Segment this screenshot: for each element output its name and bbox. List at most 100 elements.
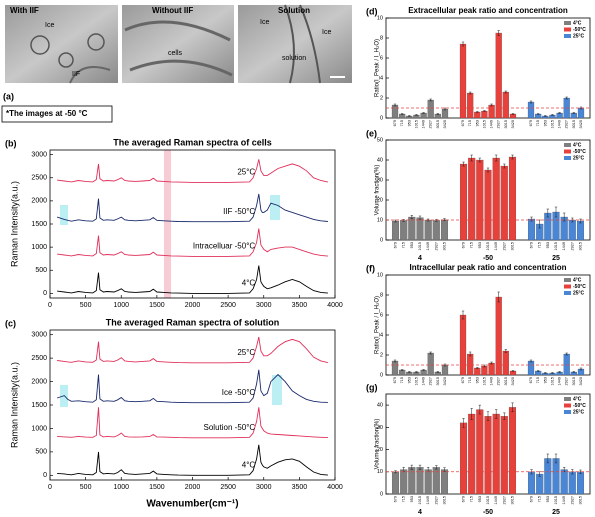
category-label: 953 [546, 242, 550, 248]
group-label: 25 [552, 509, 560, 516]
legend-label: 25°C [573, 155, 585, 161]
category-label: 3015 [572, 377, 576, 385]
bar [488, 104, 495, 119]
y-tick-label: 40 [377, 403, 383, 409]
category-label: 3015 [436, 377, 440, 385]
scale-bar [330, 76, 345, 78]
error-bar [470, 408, 473, 420]
legend-swatch [564, 403, 571, 408]
category-label: 1449 [490, 120, 494, 128]
y-tick-label: 6 [380, 55, 383, 61]
y-tick-label: 2500 [31, 355, 47, 362]
x-tick-label: 2000 [185, 302, 201, 309]
error-bar [415, 371, 418, 373]
error-bar [562, 212, 566, 222]
legend-label: -50°C [573, 149, 586, 155]
error-bar [511, 402, 514, 413]
legend-swatch [564, 156, 571, 160]
error-bar [546, 453, 550, 464]
category-label: 953 [410, 496, 414, 502]
y-tick-label: 50 [377, 137, 383, 143]
y-tick-label: 0 [380, 237, 383, 243]
y-tick-label: 30 [377, 177, 383, 183]
category-label: 3015 [578, 496, 582, 504]
error-bar [436, 371, 440, 373]
highlight-band [270, 195, 280, 220]
spectrum-line [56, 369, 328, 404]
category-label: 2927 [429, 120, 433, 128]
error-bar [418, 215, 422, 220]
category-label: 1449 [422, 120, 426, 128]
bar [391, 471, 400, 495]
legend-label: 4°C [573, 396, 582, 402]
series-label: 25°C [237, 348, 255, 357]
plot-frame [385, 17, 591, 119]
legend-swatch [564, 410, 571, 414]
image-title: With IIF [10, 6, 39, 15]
category-label: 2927 [497, 377, 501, 385]
group-label: -50 [483, 255, 493, 262]
error-bar [504, 90, 508, 94]
bar [568, 219, 576, 241]
highlight-band [272, 375, 282, 405]
legend-label: -50°C [573, 27, 586, 33]
error-bar [410, 215, 414, 219]
category-label: 2927 [429, 377, 433, 385]
legend-swatch [564, 291, 571, 295]
bar [400, 469, 408, 495]
category-label: 3420 [443, 120, 447, 128]
category-label: 3420 [579, 377, 583, 385]
error-bar [468, 91, 472, 95]
category-label: 715 [402, 496, 406, 502]
bar [391, 360, 399, 376]
bar [427, 352, 434, 376]
error-bar [422, 369, 425, 371]
legend-swatch [564, 34, 571, 38]
y-tick-label: 2 [380, 95, 383, 101]
image-solution [238, 5, 352, 83]
y-tick-label: 20 [377, 197, 383, 203]
y-tick-label: 8 [380, 292, 383, 298]
error-bar [478, 404, 482, 415]
bar [432, 220, 440, 241]
bar [502, 91, 509, 119]
error-bar [443, 467, 446, 472]
error-bar [579, 367, 583, 371]
error-bar [462, 161, 465, 167]
y-axis-label: Volume fraction(%) [375, 419, 381, 470]
category-label: 1015 [414, 377, 418, 385]
error-bar [422, 112, 425, 114]
y-tick-label: 10 [377, 272, 383, 278]
category-label: 1015 [418, 496, 422, 504]
bar [492, 157, 500, 241]
error-bar [476, 111, 479, 113]
panel-label: (e) [366, 128, 377, 138]
spectrum-line [56, 193, 328, 223]
category-label: 679 [530, 242, 534, 248]
category-label: 2927 [502, 242, 506, 250]
y-tick-label: 40 [377, 157, 383, 163]
chart-title: Extracellular peak ratio and concentrati… [408, 6, 568, 15]
category-label: 953 [407, 120, 411, 126]
error-bar [443, 218, 446, 221]
category-label: 1015 [414, 120, 418, 128]
bar [467, 92, 474, 119]
category-label: 715 [538, 242, 542, 248]
series-label: 4°C [242, 278, 256, 287]
bar [440, 219, 449, 241]
bar [427, 99, 434, 119]
error-bar [429, 351, 432, 355]
spectrum-line [57, 407, 328, 439]
legend-label: 25°C [573, 33, 585, 39]
y-tick-label: 3000 [31, 332, 47, 339]
panel-label: (a) [3, 91, 14, 101]
category-label: 2927 [497, 120, 501, 128]
y-axis-label: Volume fraction(%) [375, 165, 381, 216]
legend-label: 4°C [573, 142, 582, 148]
category-label: 715 [468, 120, 472, 126]
error-bar [572, 112, 576, 114]
y-tick-label: 0 [380, 372, 383, 378]
error-bar [490, 361, 493, 365]
bar [459, 314, 467, 376]
category-label: 1449 [558, 377, 562, 385]
